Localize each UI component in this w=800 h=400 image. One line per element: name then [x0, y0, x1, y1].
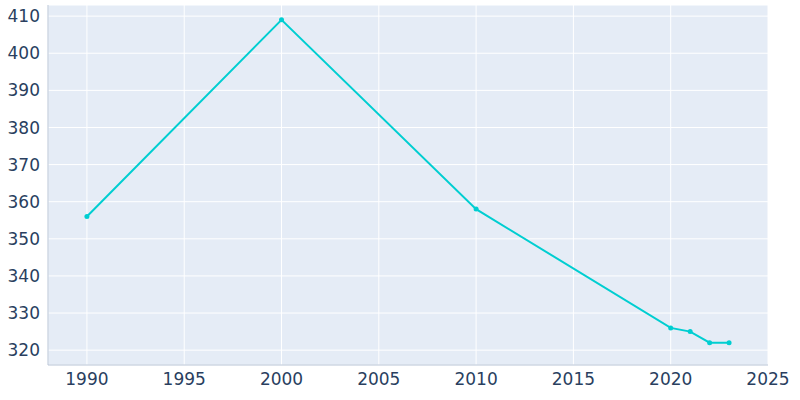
svg-text:2010: 2010 [454, 369, 497, 389]
svg-text:2000: 2000 [260, 369, 303, 389]
svg-text:380: 380 [8, 118, 40, 138]
svg-text:2015: 2015 [552, 369, 595, 389]
svg-text:350: 350 [8, 229, 40, 249]
svg-text:2020: 2020 [649, 369, 692, 389]
svg-text:320: 320 [8, 340, 40, 360]
svg-text:2005: 2005 [357, 369, 400, 389]
svg-text:400: 400 [8, 43, 40, 63]
svg-text:360: 360 [8, 192, 40, 212]
svg-text:1995: 1995 [163, 369, 206, 389]
svg-text:340: 340 [8, 266, 40, 286]
svg-text:1990: 1990 [65, 369, 108, 389]
svg-text:370: 370 [8, 155, 40, 175]
svg-text:2025: 2025 [746, 369, 789, 389]
svg-text:390: 390 [8, 80, 40, 100]
svg-text:330: 330 [8, 303, 40, 323]
svg-text:410: 410 [8, 6, 40, 26]
